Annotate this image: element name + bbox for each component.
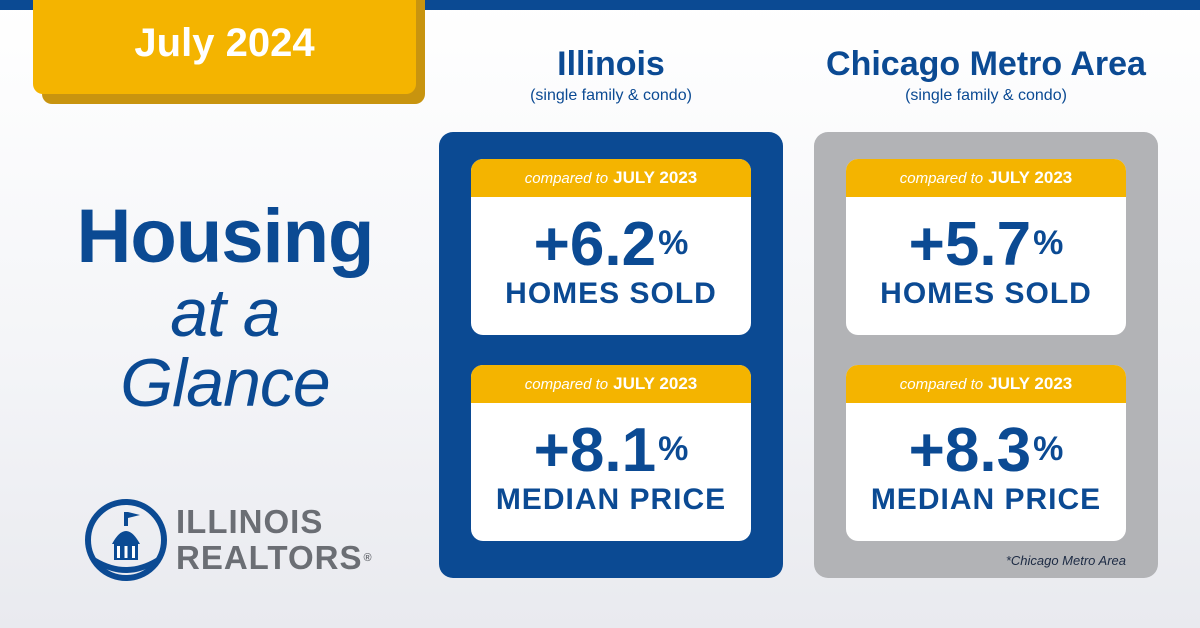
column-subtitle: (single family & condo) <box>530 87 692 104</box>
date-tab: July 2024 <box>33 0 416 94</box>
percent-sign: % <box>658 430 689 468</box>
stat-value: +5.7% <box>846 213 1126 277</box>
illinois-panel: compared to JULY 2023 +6.2% HOMES SOLD c… <box>439 132 783 578</box>
stat-value: +8.3% <box>846 419 1126 483</box>
column-title: Chicago Metro Area <box>826 45 1146 83</box>
stat-label: HOMES SOLD <box>505 277 717 310</box>
compare-year: JULY 2023 <box>988 374 1073 393</box>
percent-sign: % <box>658 224 689 262</box>
footnote: *Chicago Metro Area <box>1005 553 1126 568</box>
percent-sign: % <box>1033 430 1064 468</box>
column-title: Illinois <box>557 45 665 83</box>
stat-number: +6.2 <box>533 210 657 279</box>
compare-text: compared to <box>524 169 609 187</box>
compare-text: compared to <box>899 169 984 187</box>
stat-card-median-price: compared to JULY 2023 +8.3% MEDIAN PRICE <box>846 365 1126 541</box>
stat-value: +8.1% <box>471 419 751 483</box>
logo-realtors-text: REALTORS <box>176 539 363 576</box>
stat-label: MEDIAN PRICE <box>495 483 727 516</box>
compare-text: compared to <box>899 375 984 393</box>
compare-band: compared to JULY 2023 <box>846 365 1126 403</box>
percent-sign: % <box>1033 224 1064 262</box>
compare-band: compared to JULY 2023 <box>471 365 751 403</box>
illinois-realtors-logo: ILLINOIS REALTORS® <box>84 498 374 584</box>
stat-label: HOMES SOLD <box>880 277 1092 310</box>
stat-number: +8.1 <box>533 416 657 485</box>
compare-year: JULY 2023 <box>613 374 698 393</box>
hero-line-2: at a <box>170 275 280 351</box>
logo-word-realtors: REALTORS® <box>176 540 373 576</box>
compare-band: compared to JULY 2023 <box>471 159 751 197</box>
stat-card-homes-sold: compared to JULY 2023 +6.2% HOMES SOLD <box>471 159 751 335</box>
top-accent-bar <box>0 0 1200 10</box>
chicago-header: Chicago Metro Area (single family & cond… <box>796 44 1176 106</box>
compare-year: JULY 2023 <box>613 168 698 187</box>
logo-word-illinois: ILLINOIS <box>176 503 324 540</box>
stat-card-median-price: compared to JULY 2023 +8.1% MEDIAN PRICE <box>471 365 751 541</box>
hero-line-3: Glance <box>120 345 330 421</box>
stat-value: +6.2% <box>471 213 751 277</box>
compare-year: JULY 2023 <box>988 168 1073 187</box>
stat-number: +5.7 <box>908 210 1032 279</box>
hero-title: Housing at a Glance <box>0 194 450 421</box>
column-subtitle: (single family & condo) <box>905 87 1067 104</box>
chicago-panel: compared to JULY 2023 +5.7% HOMES SOLD c… <box>814 132 1158 578</box>
hero-line-1: Housing <box>76 194 375 279</box>
stat-number: +8.3 <box>908 416 1032 485</box>
stat-card-homes-sold: compared to JULY 2023 +5.7% HOMES SOLD <box>846 159 1126 335</box>
compare-band: compared to JULY 2023 <box>846 159 1126 197</box>
illinois-header: Illinois (single family & condo) <box>439 44 783 106</box>
date-label: July 2024 <box>134 20 315 65</box>
capitol-dome-icon <box>85 499 167 581</box>
compare-text: compared to <box>524 375 609 393</box>
stat-label: MEDIAN PRICE <box>870 483 1102 516</box>
registered-mark: ® <box>363 552 373 564</box>
